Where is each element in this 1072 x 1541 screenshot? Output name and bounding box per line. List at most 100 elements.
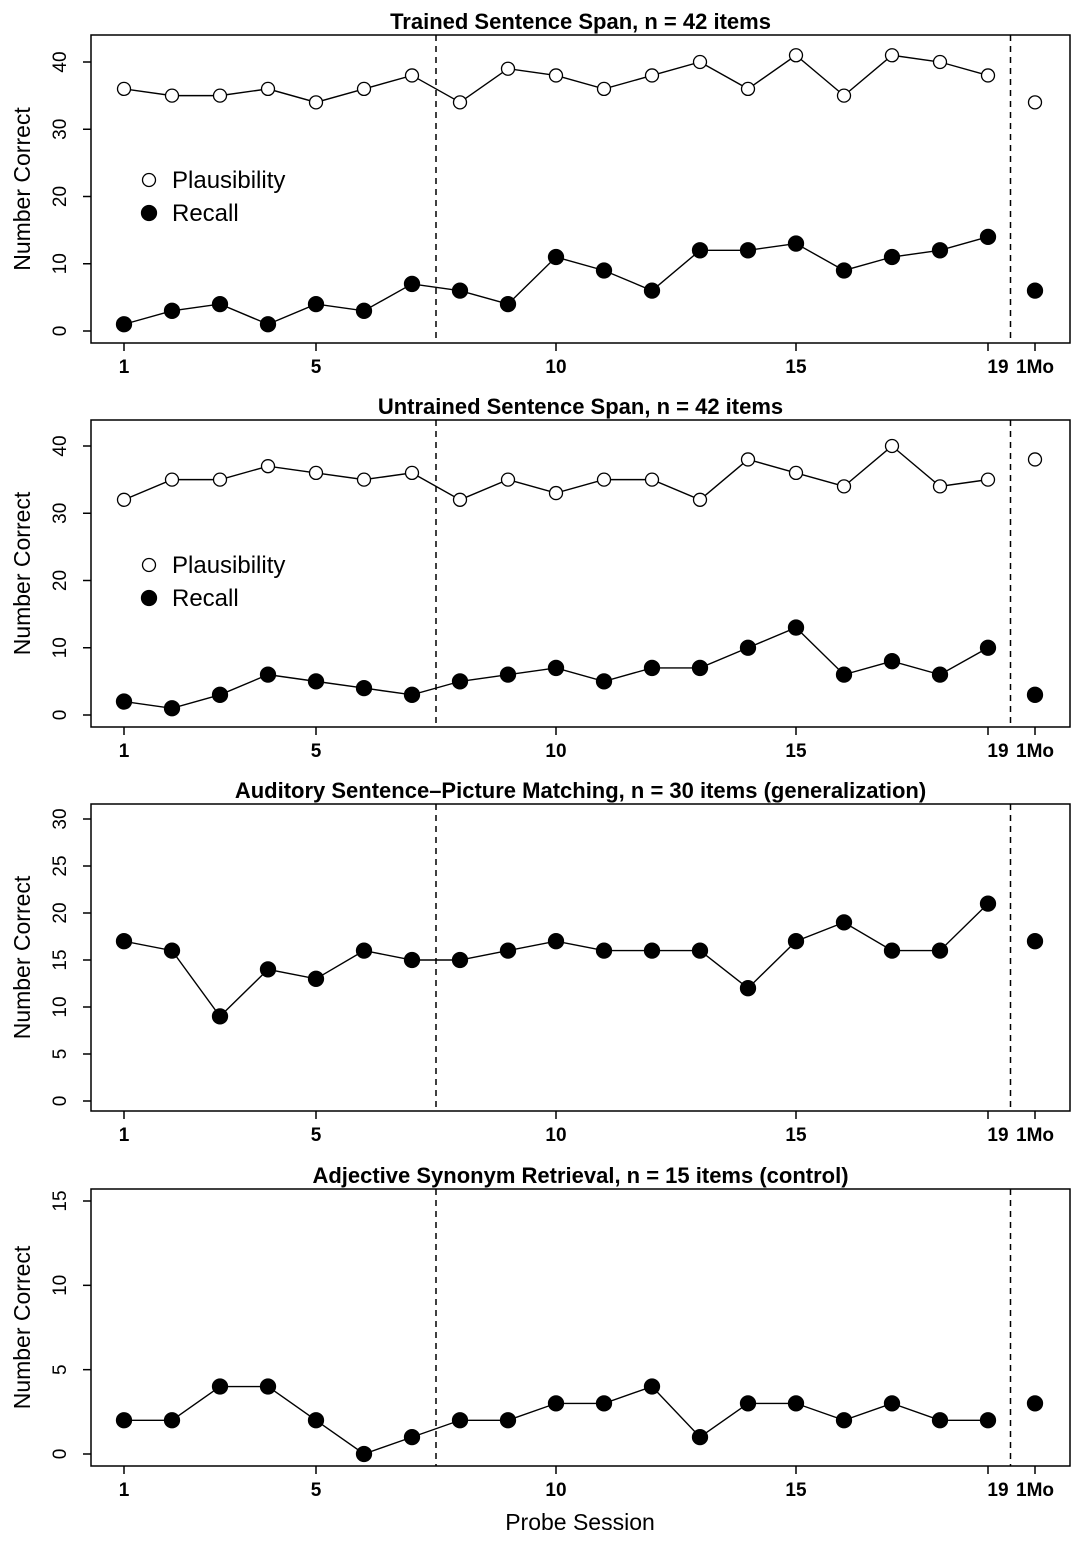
legend-label: Recall <box>172 585 239 612</box>
data-point <box>739 1395 757 1412</box>
y-tick-label: 0 <box>50 1096 71 1107</box>
data-point <box>260 81 276 97</box>
x-tick-label: 1Mo <box>1016 1125 1054 1146</box>
x-tick-label: 1 <box>119 1480 130 1501</box>
data-point <box>931 942 949 959</box>
data-point <box>115 316 133 333</box>
y-axis-label: Number Correct <box>9 1245 35 1409</box>
data-point <box>643 282 661 299</box>
panel-title: Auditory Sentence–Picture Matching, n = … <box>235 778 926 803</box>
data-point <box>499 295 517 313</box>
plot-frame <box>90 803 1071 1112</box>
data-point <box>932 54 948 70</box>
data-point <box>787 1395 805 1412</box>
data-point <box>835 1412 853 1429</box>
data-point <box>547 933 565 950</box>
y-tick-label: 0 <box>50 710 71 721</box>
data-point <box>595 942 613 959</box>
data-point <box>163 302 181 319</box>
data-point <box>548 68 564 83</box>
data-point <box>260 459 276 474</box>
data-point <box>452 95 468 110</box>
series-recall <box>115 619 1044 717</box>
panel-2: Untrained Sentence Span, n = 42 items 0 10… <box>9 394 1071 762</box>
legend-label: Recall <box>172 200 239 227</box>
data-point <box>115 693 133 710</box>
data-point <box>356 81 372 97</box>
followup-point <box>1027 95 1043 110</box>
data-point <box>788 465 804 481</box>
data-point <box>835 262 853 279</box>
data-point <box>164 88 180 103</box>
data-point <box>787 235 805 252</box>
followup-point <box>1026 933 1044 950</box>
data-point <box>787 619 805 636</box>
data-point <box>884 438 900 454</box>
data-point <box>739 980 757 997</box>
y-tick-label: 10 <box>50 253 71 274</box>
data-point <box>452 492 468 507</box>
legend-marker <box>141 172 157 188</box>
series-data <box>115 895 1044 1025</box>
x-tick-label: 1Mo <box>1016 1480 1054 1501</box>
data-point <box>643 659 661 677</box>
data-point <box>979 895 997 912</box>
data-point <box>739 639 757 656</box>
data-point <box>835 914 853 931</box>
series-plausibility <box>116 438 1043 507</box>
series-recall <box>115 228 1044 333</box>
panel-title: Adjective Synonym Retrieval, n = 15 item… <box>312 1163 848 1188</box>
y-tick-label: 15 <box>50 949 71 970</box>
data-point <box>403 275 421 293</box>
data-point <box>787 933 805 950</box>
data-point <box>979 1412 997 1429</box>
y-axis-label: Number Correct <box>9 875 35 1039</box>
data-point <box>451 1412 469 1429</box>
legend-marker <box>140 204 158 222</box>
x-axis-label: Probe Session <box>505 1509 655 1535</box>
data-point <box>979 639 997 656</box>
data-point <box>595 673 613 690</box>
y-tick-label: 20 <box>50 570 71 591</box>
data-point <box>355 302 373 319</box>
panel-3: Auditory Sentence–Picture Matching, n = … <box>9 778 1071 1146</box>
data-point <box>163 1412 181 1429</box>
data-point <box>355 942 373 959</box>
data-point <box>259 1378 277 1395</box>
y-tick-label: 15 <box>50 1190 71 1211</box>
followup-point <box>1026 686 1044 703</box>
data-point <box>308 95 324 110</box>
legend-marker <box>141 557 157 573</box>
y-tick-label: 10 <box>50 996 71 1017</box>
data-point <box>931 666 949 683</box>
data-point <box>116 81 132 97</box>
x-tick-label: 5 <box>311 1125 322 1146</box>
x-tick-label: 1 <box>119 741 130 762</box>
x-tick-label: 10 <box>545 357 566 378</box>
data-point <box>691 659 709 677</box>
series-data <box>115 1378 1044 1463</box>
x-tick-label: 10 <box>545 1480 566 1501</box>
data-point <box>259 316 277 333</box>
data-point <box>692 492 708 507</box>
data-point <box>788 48 804 63</box>
followup-point <box>1026 282 1044 299</box>
data-point <box>740 452 756 467</box>
y-tick-label: 0 <box>50 326 71 337</box>
y-tick-label: 0 <box>50 1449 71 1460</box>
data-point <box>980 472 996 487</box>
followup-point <box>1026 1395 1044 1412</box>
series-line <box>123 903 989 1018</box>
y-tick-label: 40 <box>50 435 71 456</box>
y-tick-label: 5 <box>50 1364 71 1375</box>
data-point <box>979 228 997 246</box>
legend: Plausibility Recall <box>140 167 285 227</box>
data-point <box>307 673 325 690</box>
data-point <box>499 666 517 683</box>
data-point <box>212 472 228 487</box>
y-tick-label: 5 <box>50 1049 71 1060</box>
data-point <box>883 942 901 959</box>
data-point <box>211 1378 229 1395</box>
data-point <box>259 666 277 683</box>
